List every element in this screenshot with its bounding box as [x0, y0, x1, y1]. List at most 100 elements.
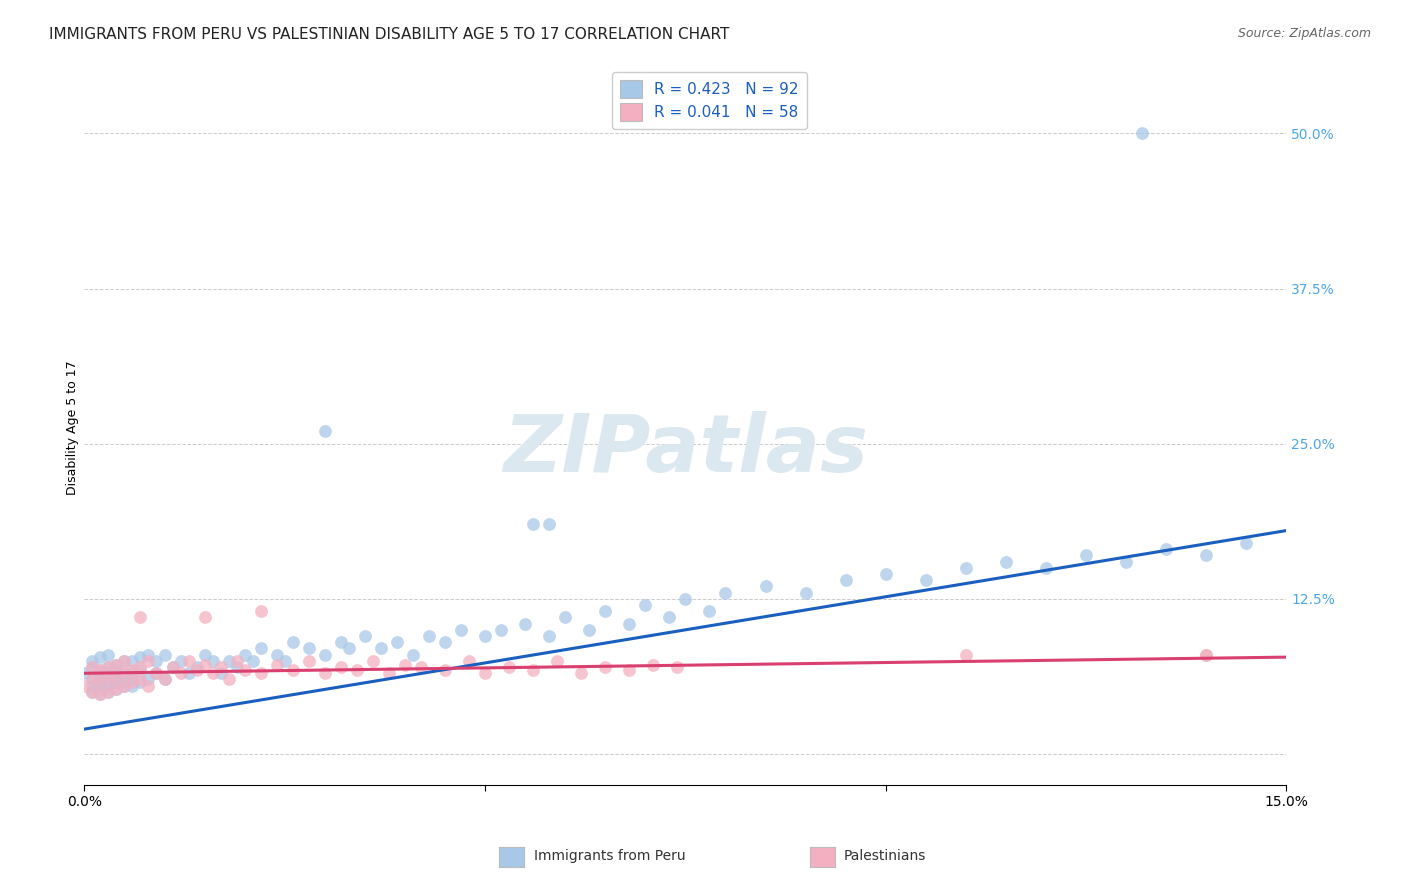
Point	[242, 654, 264, 668]
Point	[97, 679, 120, 693]
Point	[498, 660, 520, 674]
Point	[114, 675, 135, 690]
Point	[1035, 561, 1057, 575]
Point	[89, 675, 111, 690]
Point	[225, 660, 247, 674]
Point	[619, 663, 641, 677]
Point	[755, 579, 778, 593]
Text: Source: ZipAtlas.com: Source: ZipAtlas.com	[1237, 27, 1371, 40]
Point	[114, 666, 135, 681]
Point	[114, 654, 135, 668]
Point	[201, 654, 224, 668]
Point	[82, 673, 104, 687]
Point	[169, 654, 191, 668]
Point	[82, 685, 104, 699]
Point	[194, 657, 217, 672]
Point	[346, 663, 368, 677]
Point	[835, 573, 858, 587]
Point	[1195, 648, 1218, 662]
Point	[515, 616, 537, 631]
Point	[474, 629, 496, 643]
Legend: R = 0.423   N = 92, R = 0.041   N = 58: R = 0.423 N = 92, R = 0.041 N = 58	[612, 72, 807, 129]
Point	[105, 657, 128, 672]
Point	[266, 657, 288, 672]
Point	[97, 660, 120, 674]
Point	[169, 666, 191, 681]
Point	[114, 666, 135, 681]
Point	[82, 654, 104, 668]
Point	[153, 673, 176, 687]
Point	[201, 666, 224, 681]
Point	[218, 673, 240, 687]
Point	[218, 654, 240, 668]
Point	[89, 675, 111, 690]
Text: IMMIGRANTS FROM PERU VS PALESTINIAN DISABILITY AGE 5 TO 17 CORRELATION CHART: IMMIGRANTS FROM PERU VS PALESTINIAN DISA…	[49, 27, 730, 42]
Point	[955, 648, 977, 662]
Point	[1130, 127, 1153, 141]
Point	[434, 635, 457, 649]
Point	[394, 657, 416, 672]
Text: Palestinians: Palestinians	[844, 849, 927, 863]
Point	[666, 660, 689, 674]
Point	[658, 610, 681, 624]
Point	[450, 623, 472, 637]
Text: Immigrants from Peru: Immigrants from Peru	[534, 849, 686, 863]
Point	[138, 679, 160, 693]
Point	[73, 666, 96, 681]
Point	[595, 604, 617, 618]
Point	[177, 654, 200, 668]
Point	[418, 629, 440, 643]
Point	[194, 610, 217, 624]
Point	[89, 663, 111, 677]
Point	[370, 641, 392, 656]
Point	[233, 663, 256, 677]
Point	[915, 573, 938, 587]
Point	[114, 654, 135, 668]
Point	[314, 648, 336, 662]
Point	[114, 679, 135, 693]
Point	[82, 660, 104, 674]
Point	[522, 517, 544, 532]
Point	[955, 561, 977, 575]
Point	[225, 654, 247, 668]
Point	[249, 666, 271, 681]
Point	[209, 666, 232, 681]
Point	[249, 641, 271, 656]
Point	[1115, 555, 1137, 569]
Point	[162, 660, 184, 674]
Point	[121, 666, 143, 681]
Point	[105, 670, 128, 684]
Point	[153, 648, 176, 662]
Point	[546, 654, 568, 668]
Point	[129, 673, 152, 687]
Point	[385, 635, 408, 649]
Point	[129, 663, 152, 677]
Point	[89, 650, 111, 665]
Point	[138, 648, 160, 662]
Point	[249, 604, 271, 618]
Point	[121, 675, 143, 690]
Point	[1195, 648, 1218, 662]
Point	[714, 585, 737, 599]
Point	[474, 666, 496, 681]
Point	[209, 660, 232, 674]
Point	[699, 604, 721, 618]
Point	[337, 641, 360, 656]
Point	[105, 682, 128, 697]
Point	[1076, 549, 1098, 563]
Point	[105, 657, 128, 672]
Point	[274, 654, 297, 668]
Point	[105, 675, 128, 690]
Point	[434, 663, 457, 677]
Point	[578, 623, 600, 637]
Point	[194, 648, 217, 662]
Point	[314, 424, 336, 438]
Point	[233, 648, 256, 662]
Point	[121, 679, 143, 693]
Point	[281, 663, 304, 677]
Point	[145, 666, 167, 681]
Point	[145, 666, 167, 681]
Point	[298, 641, 321, 656]
Point	[489, 623, 512, 637]
Point	[458, 654, 481, 668]
